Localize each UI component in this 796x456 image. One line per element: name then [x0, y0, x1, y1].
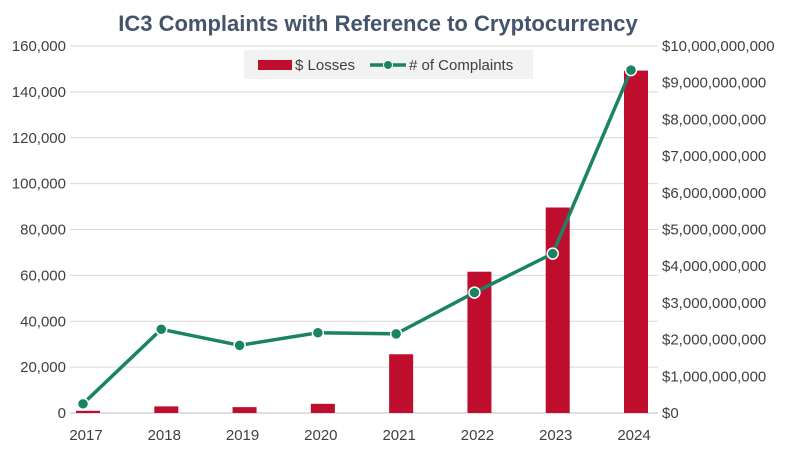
left-tick-label: 100,000 [12, 176, 66, 193]
loss-bars [76, 70, 648, 414]
bar-2020 [310, 403, 335, 413]
x-tick-label: 2024 [617, 427, 650, 444]
legend-label-losses: $ Losses [295, 57, 355, 74]
x-tick-label: 2022 [461, 427, 494, 444]
bar-2018 [154, 406, 179, 413]
left-tick-label: 160,000 [12, 38, 66, 55]
left-tick-label: 140,000 [12, 84, 66, 101]
right-tick-label: $4,000,000,000 [662, 258, 766, 275]
right-tick-label: $3,000,000,000 [662, 295, 766, 312]
left-tick-label: 80,000 [20, 222, 66, 239]
point-2022 [468, 286, 481, 299]
point-2018 [155, 323, 168, 336]
legend-marker-complaints [383, 60, 393, 70]
right-tick-label: $9,000,000,000 [662, 75, 766, 92]
bar-2021 [389, 354, 414, 413]
point-2023 [546, 247, 559, 260]
point-2019 [233, 339, 246, 352]
left-axis-ticks: 0 20,000 40,000 60,000 80,000 100,000 120,000 1… [12, 38, 66, 422]
left-tick-label: 20,000 [20, 359, 66, 376]
x-tick-label: 2018 [148, 427, 181, 444]
bar-2017 [76, 410, 100, 413]
right-tick-label: $2,000,000,000 [662, 332, 766, 349]
right-tick-label: $5,000,000,000 [662, 222, 766, 239]
x-axis-ticks: 2017 2018 2019 2020 2021 2022 2023 2024 [69, 427, 650, 444]
left-tick-label: 0 [58, 405, 66, 422]
point-2024 [624, 63, 638, 77]
point-2020 [311, 326, 325, 339]
right-axis-ticks: $0 $1,000,000,000 $2,000,000,000 $3,000,000… [662, 38, 775, 422]
right-tick-label: $7,000,000,000 [662, 148, 766, 165]
right-tick-label: $6,000,000,000 [662, 185, 766, 202]
left-tick-label: 120,000 [12, 130, 66, 147]
point-2021 [389, 327, 403, 341]
chart-title: IC3 Complaints with Reference to Cryptoc… [118, 11, 638, 36]
point-2017 [76, 397, 90, 411]
bar-2019 [232, 407, 257, 413]
legend: $ Losses # of Complaints [244, 50, 533, 79]
bar-2024 [624, 70, 648, 414]
x-tick-label: 2017 [69, 427, 102, 444]
legend-swatch-losses [258, 60, 292, 70]
legend-label-complaints: # of Complaints [409, 57, 513, 74]
left-tick-label: 60,000 [20, 267, 66, 284]
x-tick-label: 2020 [304, 427, 337, 444]
x-tick-label: 2021 [382, 427, 415, 444]
complaints-line-path [81, 69, 633, 406]
complaints-line [76, 63, 638, 411]
right-tick-label: $10,000,000,000 [662, 38, 775, 55]
x-tick-label: 2019 [226, 427, 259, 444]
right-tick-label: $8,000,000,000 [662, 111, 766, 128]
gridlines [70, 45, 658, 414]
right-tick-label: $1,000,000,000 [662, 368, 766, 385]
x-tick-label: 2023 [539, 427, 572, 444]
right-tick-label: $0 [662, 405, 679, 422]
left-tick-label: 40,000 [20, 313, 66, 330]
